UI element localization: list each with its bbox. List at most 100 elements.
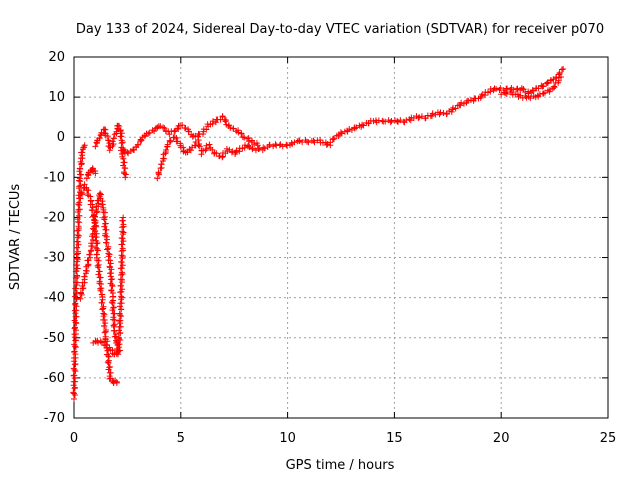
data-point <box>101 223 108 230</box>
data-point <box>370 118 377 125</box>
data-point <box>160 124 167 131</box>
data-point <box>558 74 565 81</box>
data-point <box>196 143 203 150</box>
data-point <box>429 110 436 117</box>
data-point <box>213 150 220 157</box>
data-point <box>219 113 226 120</box>
data-point <box>118 130 125 137</box>
data-point <box>487 86 494 93</box>
data-point <box>98 299 105 306</box>
data-point <box>102 320 109 327</box>
data-point <box>76 206 83 213</box>
data-point <box>77 289 84 296</box>
data-point <box>117 317 124 324</box>
data-point <box>111 333 118 340</box>
data-point <box>276 142 283 149</box>
data-point <box>498 91 505 98</box>
data-point <box>110 135 117 142</box>
data-point <box>79 282 86 289</box>
data-point <box>560 66 567 73</box>
data-point <box>227 124 234 131</box>
data-point <box>387 119 394 126</box>
data-point <box>527 95 534 102</box>
data-point <box>440 109 447 116</box>
data-point <box>117 133 124 140</box>
data-point <box>71 317 78 324</box>
data-point <box>202 147 209 154</box>
data-point <box>503 90 510 97</box>
data-point <box>101 316 108 323</box>
data-point <box>233 147 240 154</box>
data-point <box>90 236 97 243</box>
data-point <box>117 337 124 344</box>
data-point <box>71 366 78 373</box>
data-point <box>198 151 205 158</box>
data-point <box>514 85 521 92</box>
data-point <box>266 141 273 148</box>
data-point <box>346 126 353 133</box>
data-point <box>111 321 118 328</box>
data-point <box>117 329 124 336</box>
data-point <box>209 118 216 125</box>
data-point <box>394 118 401 125</box>
data-point <box>70 365 77 372</box>
data-point <box>509 91 516 98</box>
data-point <box>72 293 79 300</box>
data-point <box>458 99 465 106</box>
data-point <box>101 129 108 136</box>
data-point <box>272 141 279 148</box>
data-point <box>93 240 100 247</box>
data-point <box>86 251 93 258</box>
data-point <box>74 265 81 272</box>
data-point <box>540 90 547 97</box>
x-tick-label: 15 <box>386 431 403 446</box>
data-point <box>161 125 168 132</box>
y-tick-label: -10 <box>44 170 65 185</box>
data-point <box>111 310 118 317</box>
data-point <box>72 275 79 282</box>
data-point <box>119 286 126 293</box>
data-point <box>551 83 558 90</box>
data-point <box>105 359 112 366</box>
data-point <box>77 171 84 178</box>
data-point <box>504 85 511 92</box>
data-point <box>479 91 486 98</box>
y-tick-label: -50 <box>44 331 65 346</box>
data-point <box>104 358 111 365</box>
data-point <box>102 342 109 349</box>
data-point <box>83 175 90 182</box>
data-point <box>79 149 86 156</box>
data-point <box>91 216 98 223</box>
data-point <box>118 272 125 279</box>
data-point <box>110 140 117 147</box>
y-tick-label: -70 <box>44 411 65 426</box>
data-point <box>119 139 126 146</box>
data-point <box>73 238 80 245</box>
data-point <box>261 145 268 152</box>
data-point <box>166 131 173 138</box>
data-point <box>71 349 78 356</box>
data-point <box>120 229 127 236</box>
data-point <box>195 137 202 144</box>
data-point <box>97 274 104 281</box>
data-point <box>416 114 423 121</box>
data-point <box>558 66 565 73</box>
y-tick-label: 10 <box>48 90 65 105</box>
data-point <box>74 244 81 251</box>
data-point <box>96 268 103 275</box>
data-point <box>109 283 116 290</box>
data-point <box>105 137 112 144</box>
data-point <box>226 146 233 153</box>
data-point <box>415 114 422 121</box>
data-point <box>116 317 123 324</box>
data-point <box>119 276 126 283</box>
data-point <box>91 213 98 220</box>
data-point <box>108 299 115 306</box>
data-point <box>122 171 129 178</box>
data-point <box>115 327 122 334</box>
data-point <box>508 89 515 96</box>
data-point <box>135 141 142 148</box>
data-point <box>407 117 414 124</box>
data-point <box>305 139 312 146</box>
